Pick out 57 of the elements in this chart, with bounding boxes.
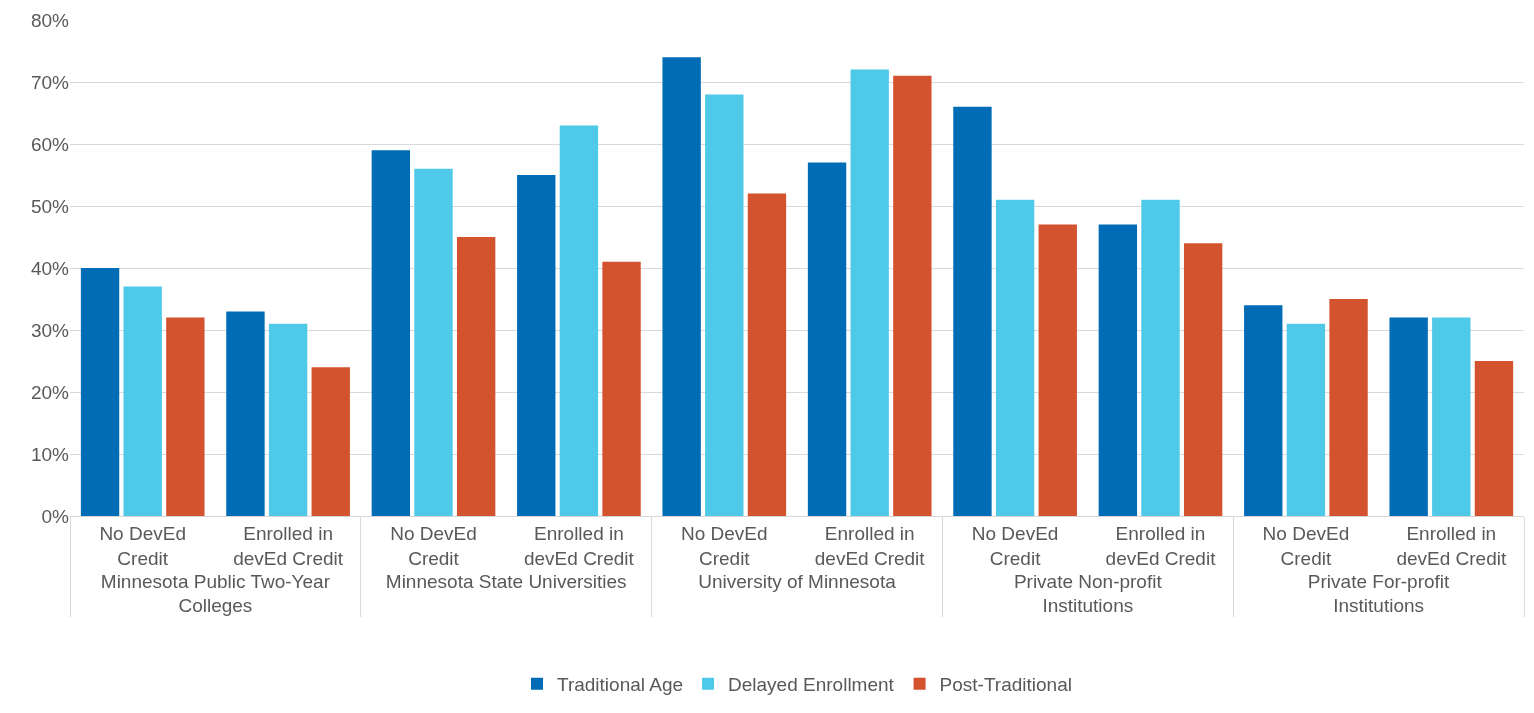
bar (995, 199, 1035, 516)
bar (1474, 361, 1514, 516)
y-tick-label: 60% (30, 133, 70, 155)
bar (456, 237, 496, 516)
bar (807, 162, 847, 516)
y-tick-label: 50% (30, 195, 70, 217)
x-tick-label: Enrolled in devEd Credit (523, 522, 635, 569)
legend-label: Delayed Enrollment (728, 674, 895, 696)
y-tick-label: 0% (41, 505, 70, 527)
bar (747, 193, 787, 516)
legend-label: Traditional Age (557, 674, 684, 696)
y-tick-label: 30% (30, 319, 70, 341)
x-tick-label: Enrolled in devEd Credit (1105, 522, 1217, 569)
y-tick-label: 40% (30, 257, 70, 279)
text: Private For-profit Institutions (1307, 570, 1451, 617)
legend-label: Post-Traditional (939, 674, 1072, 696)
x-tick-label: No DevEd Credit (971, 522, 1059, 569)
bar (662, 57, 701, 516)
bar (517, 175, 556, 516)
x-tick-label: No DevEd Credit (99, 522, 186, 569)
text: Minnesota State Universities (385, 570, 627, 592)
bar (705, 94, 744, 516)
y-tick-label: 80% (30, 9, 70, 31)
x-tick-label: Enrolled in devEd Credit (814, 522, 926, 569)
bar (1432, 317, 1471, 516)
x-tick-label: No DevEd Credit (1262, 522, 1350, 569)
bar (371, 150, 411, 516)
bar (166, 317, 205, 516)
x-tick-label: Enrolled in devEd Credit (233, 522, 344, 569)
text: Minnesota Public Two-Year Colleges (100, 570, 331, 617)
bar (1389, 317, 1428, 516)
bar (1098, 224, 1138, 516)
bar (602, 261, 641, 516)
bar (268, 323, 308, 516)
text: University of Minnesota (698, 570, 897, 592)
bar (311, 367, 350, 516)
x-tick-label: No DevEd Credit (681, 522, 768, 569)
text: Private Non-profit Institutions (1013, 570, 1163, 617)
bar (559, 125, 599, 516)
bar (226, 311, 265, 516)
bar (1329, 299, 1368, 516)
bar (1141, 199, 1180, 516)
bar (80, 268, 120, 516)
bar (850, 69, 889, 516)
y-tick-label: 70% (30, 71, 70, 93)
x-tick-label: Enrolled in devEd Credit (1396, 522, 1507, 569)
bar (953, 106, 992, 516)
bar (123, 286, 162, 516)
bar (893, 75, 932, 516)
bar (1038, 224, 1077, 516)
y-tick-label: 20% (30, 381, 70, 403)
bar (414, 168, 453, 516)
bar (1244, 305, 1283, 516)
bar (1183, 243, 1223, 516)
bar (1286, 323, 1326, 516)
y-tick-label: 10% (30, 443, 70, 465)
x-tick-label: No DevEd Credit (390, 522, 477, 569)
